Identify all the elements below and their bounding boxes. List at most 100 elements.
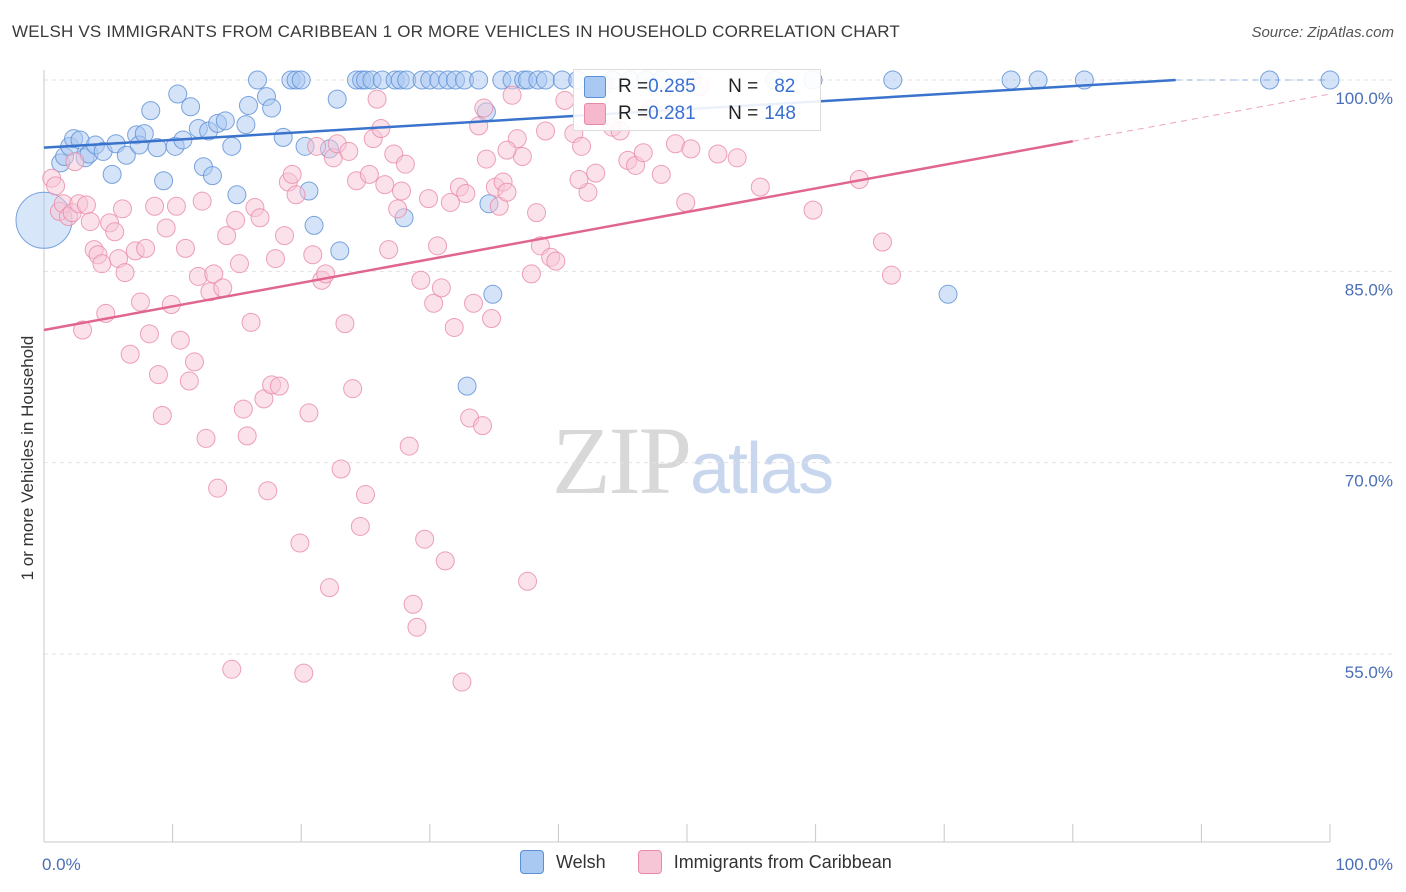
caribbean-point — [536, 121, 556, 141]
caribbean-point — [105, 222, 125, 242]
series-swatch-welsh — [520, 850, 544, 874]
caribbean-point — [482, 309, 502, 329]
caribbean-point — [145, 196, 165, 216]
welsh-point — [168, 84, 188, 104]
caribbean-trend-line — [43, 139, 1074, 332]
welsh-point — [262, 98, 282, 118]
correlation-legend: R = 0.285 N = 82 R = 0.281 N = 148 — [573, 69, 821, 131]
caribbean-point — [521, 264, 541, 284]
welsh-point — [304, 215, 324, 235]
caribbean-point — [375, 175, 395, 195]
caribbean-point — [359, 164, 379, 184]
welsh-point — [327, 89, 347, 109]
caribbean-point — [367, 89, 387, 109]
caribbean-point — [497, 140, 517, 160]
gridlines — [44, 79, 1395, 655]
welsh-point — [154, 171, 174, 191]
caribbean-point — [555, 90, 575, 110]
caribbean-point — [204, 264, 224, 284]
caribbean-point — [299, 403, 319, 423]
caribbean-point — [120, 344, 140, 364]
caribbean-point — [166, 196, 186, 216]
caribbean-point — [415, 529, 435, 549]
welsh-point — [116, 145, 136, 165]
caribbean-point — [803, 200, 823, 220]
caribbean-point — [411, 270, 431, 290]
welsh-point — [102, 164, 122, 184]
caribbean-point — [112, 199, 132, 219]
caribbean-trend-extension — [1072, 93, 1331, 142]
caribbean-point — [250, 208, 270, 228]
caribbean-points — [42, 75, 901, 692]
welsh-point — [291, 70, 311, 90]
caribbean-point — [343, 379, 363, 399]
watermark-atlas: atlas — [690, 429, 834, 509]
caribbean-point — [469, 116, 489, 136]
axis-labels: 55.0% 70.0% 85.0% 100.0% 0.0% 100.0% 1 or more… — [18, 89, 1393, 874]
series-legend: Welsh Immigrants from Caribbean — [520, 850, 924, 874]
caribbean-point — [633, 143, 653, 163]
welsh-point — [536, 70, 556, 90]
caribbean-point — [424, 293, 444, 313]
caribbean-point — [407, 617, 427, 637]
caribbean-point — [258, 481, 278, 501]
caribbean-point — [750, 177, 770, 197]
welsh-point — [247, 70, 267, 90]
caribbean-point — [379, 240, 399, 260]
caribbean-point — [303, 245, 323, 265]
caribbean-point — [339, 141, 359, 161]
caribbean-point — [651, 164, 671, 184]
caribbean-point — [428, 236, 448, 256]
caribbean-point — [265, 249, 285, 269]
caribbean-point — [350, 516, 370, 536]
axes — [43, 70, 1331, 843]
caribbean-point — [307, 136, 327, 156]
welsh-point — [215, 111, 235, 131]
caribbean-point — [208, 478, 228, 498]
caribbean-point — [294, 663, 314, 683]
caribbean-point — [708, 144, 728, 164]
caribbean-point — [872, 232, 892, 252]
welsh-point — [469, 70, 489, 90]
legend-r-label: R = — [618, 76, 649, 97]
caribbean-point — [476, 149, 496, 169]
caribbean-point — [431, 278, 451, 298]
series-label-caribbean: Immigrants from Caribbean — [673, 851, 892, 872]
welsh-point — [1001, 70, 1021, 90]
welsh-point — [457, 376, 477, 396]
legend-row-caribbean: R = 0.281 N = 148 — [584, 101, 796, 127]
caribbean-point — [274, 226, 294, 246]
caribbean-point — [269, 376, 289, 396]
y-tick-label: 85.0% — [1345, 280, 1393, 299]
caribbean-point — [222, 659, 242, 679]
caribbean-point — [502, 85, 522, 105]
caribbean-point — [130, 292, 150, 312]
caribbean-point — [681, 139, 701, 159]
caribbean-point — [527, 203, 547, 223]
caribbean-point — [46, 176, 66, 196]
caribbean-point — [444, 317, 464, 337]
caribbean-point — [179, 371, 199, 391]
x-tick-label: 100.0% — [1335, 855, 1393, 874]
watermark-zip: ZIP — [552, 407, 692, 514]
welsh-point — [134, 124, 154, 144]
caribbean-point — [497, 182, 517, 202]
caribbean-point — [152, 405, 172, 425]
caribbean-point — [196, 428, 216, 448]
caribbean-point — [136, 238, 156, 258]
caribbean-point — [156, 218, 176, 238]
legend-swatch-welsh — [584, 76, 606, 98]
caribbean-point — [241, 312, 261, 332]
caribbean-point — [192, 191, 212, 211]
caribbean-point — [464, 293, 484, 313]
caribbean-point — [175, 238, 195, 258]
caribbean-point — [65, 152, 85, 172]
series-legend-caribbean: Immigrants from Caribbean — [637, 850, 892, 874]
welsh-point — [236, 115, 256, 135]
caribbean-point — [456, 184, 476, 204]
caribbean-point — [233, 399, 253, 419]
caribbean-point — [282, 164, 302, 184]
legend-r-label: R = — [618, 103, 649, 124]
caribbean-point — [229, 254, 249, 274]
legend-n-value: 82 — [774, 76, 796, 97]
